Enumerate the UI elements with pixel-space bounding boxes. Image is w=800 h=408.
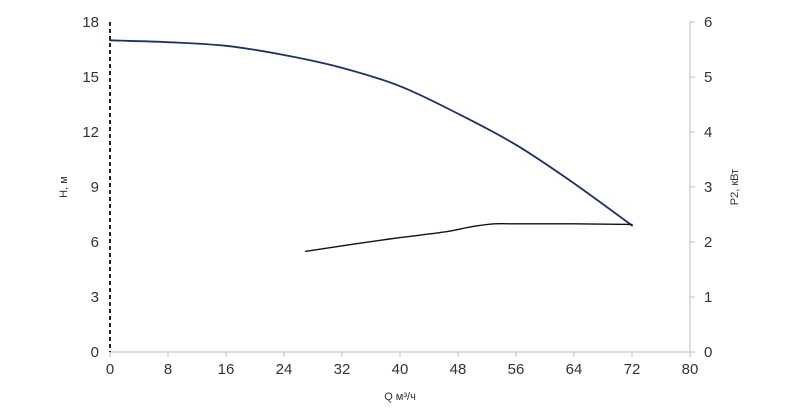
x-tick-label: 80 [682, 361, 699, 378]
left-y-tick-label: 15 [82, 69, 99, 86]
right-y-tick-label: 5 [704, 69, 712, 86]
x-tick-label: 48 [450, 361, 467, 378]
left-y-tick-label: 3 [91, 289, 99, 306]
right-y-tick-label: 3 [704, 179, 712, 196]
x-axis-title: Q м³/ч [384, 391, 416, 403]
right-y-tick-label: 6 [704, 14, 712, 31]
left-y-tick-label: 9 [91, 179, 99, 196]
right-y-tick-label: 2 [704, 234, 712, 251]
left-y-tick-label: 18 [82, 14, 99, 31]
right-y-tick-label: 4 [704, 124, 712, 141]
left-y-tick-label: 12 [82, 124, 99, 141]
axes-group [109, 21, 695, 357]
left-y-axis-title: H, м [58, 176, 70, 198]
right-y-tick-label: 1 [704, 289, 712, 306]
x-tick-label: 32 [334, 361, 351, 378]
series-group [109, 39, 633, 253]
right-y-tick-label: 0 [704, 344, 712, 361]
x-tick-label: 64 [566, 361, 583, 378]
head-curve-line [109, 39, 633, 227]
x-tick-label: 40 [392, 361, 409, 378]
x-tick-label: 8 [164, 361, 172, 378]
left-y-tick-label: 0 [91, 344, 99, 361]
x-tick-label: 24 [276, 361, 293, 378]
right-y-axis-title: P2, кВт [729, 169, 741, 205]
x-tick-label: 56 [508, 361, 525, 378]
left-y-tick-label: 6 [91, 234, 99, 251]
x-tick-label: 0 [106, 361, 114, 378]
x-tick-label: 16 [218, 361, 235, 378]
x-tick-label: 72 [624, 361, 641, 378]
power-curve-line [305, 222, 633, 253]
